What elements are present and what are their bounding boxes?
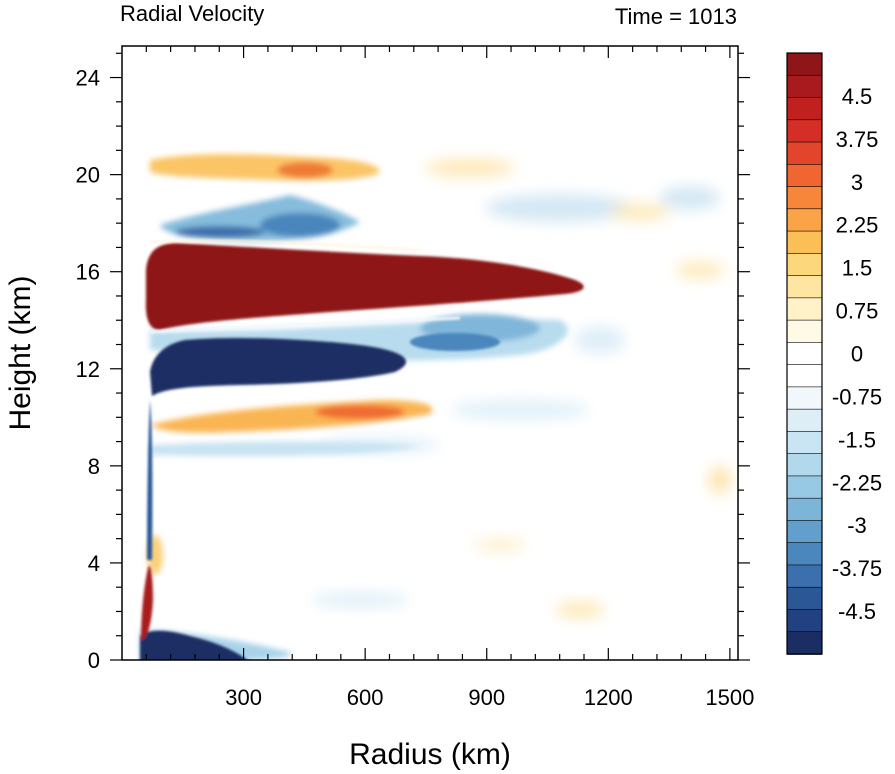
colorbar-swatch <box>786 163 823 188</box>
colorbar-swatch <box>786 475 823 499</box>
colorbar-swatch <box>786 97 823 121</box>
weak-blue-upper-far <box>660 186 720 210</box>
colorbar-swatch <box>786 497 823 522</box>
y-tick-label: 8 <box>88 454 100 479</box>
colorbar-tick-label: -0.75 <box>832 384 882 409</box>
upper-level-outflow <box>145 243 584 330</box>
colorbar-tick-label: 0.75 <box>836 299 879 324</box>
colorbar-swatch <box>786 186 823 210</box>
weak-yellow-right-low <box>708 466 732 494</box>
y-axis-ticks: 0 4 8 12 16 20 24 <box>76 52 750 673</box>
separator-mid <box>149 316 461 334</box>
y-tick-label: 20 <box>76 163 100 188</box>
eyewall-inflow-column <box>147 400 153 560</box>
plot-title-right: Time = 1013 <box>615 4 737 29</box>
colorbar-swatch <box>786 52 823 77</box>
colorbar-swatch <box>786 364 823 388</box>
colorbar-tick-label: 1.5 <box>842 256 873 281</box>
mid-outflow-core <box>315 405 405 419</box>
colorbar-swatch <box>786 520 823 544</box>
colorbar-swatch <box>786 230 823 255</box>
plot-title-left: Radial Velocity <box>120 1 264 26</box>
colorbar-tick-label: -4.5 <box>838 599 876 624</box>
colorbar-tick-label: -2.25 <box>832 470 882 495</box>
weak-yellow-low <box>555 602 605 618</box>
weak-blue-low <box>310 593 410 607</box>
x-tick-label: 900 <box>468 685 505 710</box>
x-tick-label: 300 <box>225 685 262 710</box>
colorbar: 4.5 3.75 3 2.25 1.5 0.75 0 -0.75 -1.5 -2.25 -3 -3.7… <box>786 52 882 655</box>
colorbar-swatch <box>786 609 823 633</box>
colorbar-swatch <box>786 74 823 99</box>
colorbar-swatch <box>786 631 823 655</box>
colorbar-swatch <box>786 542 823 566</box>
upper-outflow-core <box>277 162 333 178</box>
colorbar-swatch <box>786 586 823 611</box>
colorbar-tick-label: 0 <box>851 342 863 367</box>
colorbar-tick-label: 3.75 <box>836 127 879 152</box>
y-axis-label: Height (km) <box>4 275 37 430</box>
colorbar-swatch <box>786 275 823 299</box>
colorbar-swatch <box>786 319 823 344</box>
weak-blue-upper-right <box>485 194 635 222</box>
colorbar-swatch <box>786 119 823 143</box>
x-tick-label: 600 <box>347 685 384 710</box>
x-tick-label: 1500 <box>705 685 754 710</box>
colorbar-swatch <box>786 408 823 433</box>
colorbar-tick-label: -3 <box>847 513 867 538</box>
x-axis-label: Radius (km) <box>349 738 511 771</box>
weak-blue-mid <box>450 400 590 420</box>
mid-upper-inflow-tail <box>410 333 500 351</box>
colorbar-swatch <box>786 208 823 232</box>
colorbar-tick-label: 2.25 <box>836 213 879 238</box>
colorbar-frame <box>786 52 823 655</box>
upper-inflow-core <box>260 213 340 237</box>
y-tick-label: 16 <box>76 260 100 285</box>
mid-upper-inflow <box>150 337 407 396</box>
heatmap-strong-cores <box>140 243 584 660</box>
y-tick-label: 4 <box>88 551 100 576</box>
colorbar-swatch <box>786 431 823 455</box>
weak-yellow-right <box>675 261 725 279</box>
colorbar-swatch <box>786 297 823 321</box>
colorbar-swatch <box>786 342 823 366</box>
heatmap-area <box>122 46 738 660</box>
colorbar-swatch <box>786 564 823 589</box>
colorbar-swatch <box>786 386 823 410</box>
y-tick-label: 24 <box>76 66 100 91</box>
y-tick-label: 12 <box>76 357 100 382</box>
eyewall-low-outflow <box>141 565 153 640</box>
boundary-layer-inflow <box>140 630 248 660</box>
colorbar-tick-label: -3.75 <box>832 556 882 581</box>
layer-separators <box>149 239 461 334</box>
upper-inflow-core2 <box>175 226 265 238</box>
plot-frame <box>121 45 739 661</box>
separator-upper <box>149 239 421 251</box>
colorbar-tick-label: -1.5 <box>838 427 876 452</box>
colorbar-swatch <box>786 453 823 477</box>
colorbar-swatch <box>786 253 823 277</box>
x-tick-label: 1200 <box>584 685 633 710</box>
y-tick-label: 0 <box>88 648 100 673</box>
colorbar-tick-label: 4.5 <box>842 84 873 109</box>
x-axis-ticks: 300 600 900 1200 1500 <box>145 46 754 710</box>
colorbar-swatch <box>786 141 823 166</box>
mid-inflow-thin <box>150 441 420 457</box>
colorbar-tick-label: 3 <box>851 170 863 195</box>
weak-yellow-mid <box>475 538 525 552</box>
weak-yellow-far-right <box>610 203 670 221</box>
weak-yellow-upper-right <box>425 159 515 177</box>
weak-blue-right <box>575 326 625 354</box>
